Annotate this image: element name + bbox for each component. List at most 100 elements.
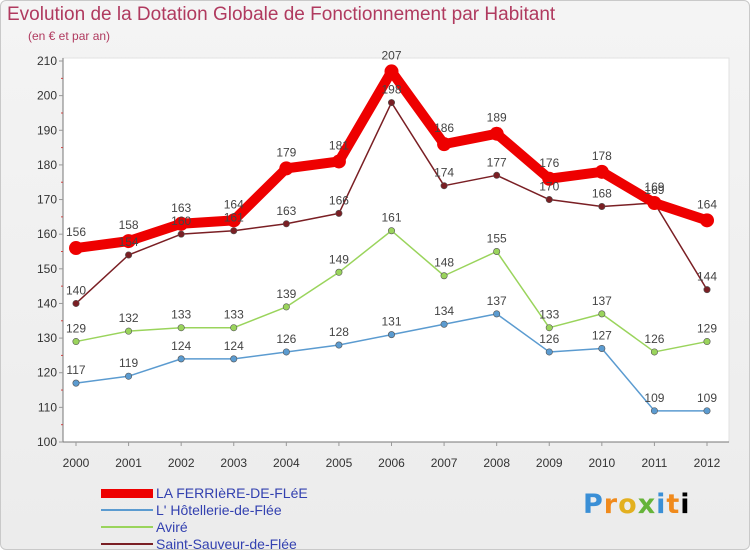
legend-label: Aviré	[156, 519, 188, 535]
data-point	[598, 344, 606, 352]
x-tick-label: 2010	[588, 456, 615, 470]
data-label: 158	[119, 218, 139, 232]
data-point	[72, 379, 80, 387]
data-point	[703, 407, 711, 415]
data-point	[545, 348, 553, 356]
y-tick-label: 150	[37, 262, 57, 276]
legend-label: L' Hôtellerie-de-Flée	[156, 502, 282, 518]
brand-letter: i	[680, 489, 691, 520]
data-point	[493, 310, 501, 318]
data-point	[650, 348, 658, 356]
brand-letter: r	[603, 489, 619, 520]
data-label: 137	[592, 294, 612, 308]
brand-letter: t	[666, 489, 681, 520]
data-point	[542, 171, 557, 186]
chart-subtitle: (en € et par an)	[28, 29, 111, 43]
data-label: 163	[171, 201, 191, 215]
data-label: 169	[644, 180, 664, 194]
data-label: 126	[644, 332, 664, 346]
data-point	[72, 338, 80, 346]
data-point	[282, 220, 290, 228]
data-label: 207	[381, 48, 401, 62]
data-point	[335, 268, 343, 276]
data-point	[384, 64, 399, 79]
x-tick-label: 2012	[694, 456, 721, 470]
data-point	[125, 327, 133, 335]
brand-logo: Proxiti	[583, 489, 691, 520]
data-point	[230, 355, 238, 363]
data-point	[493, 171, 501, 179]
y-tick-label: 100	[37, 435, 57, 449]
y-tick-label: 210	[37, 54, 57, 68]
data-label: 154	[119, 235, 139, 249]
data-point	[177, 355, 185, 363]
x-tick-label: 2004	[273, 456, 300, 470]
data-point	[177, 230, 185, 238]
data-label: 170	[539, 180, 559, 194]
data-point	[440, 272, 448, 280]
data-label: 132	[119, 311, 139, 325]
x-tick-label: 2003	[220, 456, 247, 470]
data-label: 129	[66, 322, 86, 336]
data-label: 124	[224, 339, 244, 353]
data-label: 198	[381, 83, 401, 97]
data-point	[226, 213, 241, 228]
data-point	[493, 248, 501, 256]
data-label: 126	[539, 332, 559, 346]
data-point	[282, 348, 290, 356]
data-point	[598, 310, 606, 318]
data-label: 117	[66, 363, 85, 377]
legend-swatch	[101, 488, 153, 498]
brand-letter: i	[656, 489, 667, 520]
data-label: 126	[276, 332, 296, 346]
legend-swatch	[101, 526, 153, 528]
data-point	[282, 303, 290, 311]
data-label: 109	[644, 391, 664, 405]
data-point	[72, 299, 80, 307]
data-label: 133	[539, 308, 559, 322]
legend-label: Saint-Sauveur-de-Flée	[156, 536, 297, 550]
y-tick-label: 200	[37, 89, 57, 103]
data-label: 133	[224, 308, 244, 322]
data-label: 161	[381, 211, 401, 225]
data-label: 140	[66, 283, 86, 297]
data-point	[121, 234, 136, 249]
data-point	[335, 341, 343, 349]
y-tick-label: 190	[37, 123, 57, 137]
data-label: 131	[381, 315, 401, 329]
data-label: 124	[171, 339, 191, 353]
data-label: 186	[434, 121, 454, 135]
data-point	[279, 161, 294, 176]
x-tick-label: 2006	[378, 456, 405, 470]
data-point	[703, 338, 711, 346]
data-label: 133	[171, 308, 191, 322]
data-point	[125, 251, 133, 259]
data-point	[331, 154, 346, 169]
data-label: 119	[119, 356, 138, 370]
data-label: 189	[487, 111, 507, 125]
data-point	[437, 137, 452, 152]
data-point	[69, 241, 83, 256]
brand-letter: P	[583, 489, 604, 520]
data-label: 174	[434, 166, 454, 180]
data-point	[594, 164, 609, 179]
data-label: 137	[487, 294, 507, 308]
data-label: 127	[592, 328, 612, 342]
chart-title: Evolution de la Dotation Globale de Fonc…	[7, 4, 556, 25]
data-point	[650, 407, 658, 415]
data-label: 178	[592, 149, 612, 163]
data-label: 160	[171, 214, 191, 228]
x-tick-label: 2007	[431, 456, 458, 470]
y-tick-label: 110	[38, 400, 57, 414]
data-label: 163	[276, 204, 296, 218]
data-label: 181	[329, 138, 349, 152]
y-tick-label: 170	[37, 193, 57, 207]
x-tick-label: 2009	[536, 456, 563, 470]
data-point	[700, 213, 714, 228]
data-label: 161	[224, 211, 244, 225]
data-label: 176	[539, 156, 559, 170]
y-tick-label: 120	[37, 366, 57, 380]
data-point	[440, 182, 448, 190]
